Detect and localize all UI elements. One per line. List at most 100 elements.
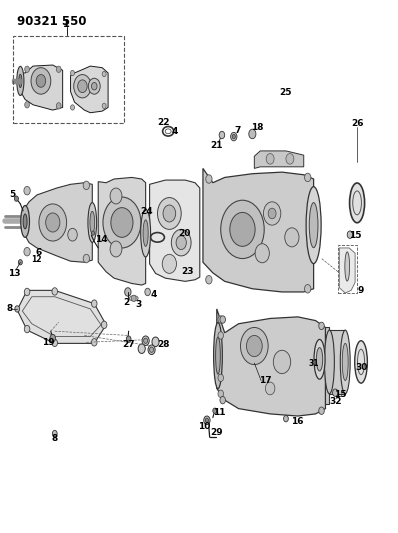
Circle shape xyxy=(92,83,97,90)
Circle shape xyxy=(158,198,181,229)
Circle shape xyxy=(88,78,100,94)
Circle shape xyxy=(150,347,154,352)
Text: 30: 30 xyxy=(356,363,368,372)
Ellipse shape xyxy=(345,252,349,281)
Circle shape xyxy=(148,345,155,354)
Circle shape xyxy=(144,338,148,343)
Circle shape xyxy=(39,204,66,241)
Circle shape xyxy=(240,327,268,365)
Circle shape xyxy=(78,80,87,93)
Circle shape xyxy=(218,332,224,339)
Circle shape xyxy=(304,173,311,182)
Text: 22: 22 xyxy=(157,118,170,127)
Polygon shape xyxy=(203,168,314,292)
Circle shape xyxy=(145,288,150,296)
Ellipse shape xyxy=(324,330,334,394)
Text: 14: 14 xyxy=(95,236,107,245)
Circle shape xyxy=(213,408,217,414)
Text: 10: 10 xyxy=(197,422,210,431)
Circle shape xyxy=(263,202,281,225)
Circle shape xyxy=(102,103,106,109)
Circle shape xyxy=(319,407,324,415)
Circle shape xyxy=(347,231,353,238)
Polygon shape xyxy=(326,327,330,405)
Circle shape xyxy=(57,103,61,109)
Circle shape xyxy=(266,154,274,164)
Circle shape xyxy=(14,196,18,201)
Text: 8: 8 xyxy=(6,304,12,313)
Text: 1: 1 xyxy=(63,19,70,29)
Circle shape xyxy=(50,334,56,342)
Circle shape xyxy=(249,129,256,139)
Circle shape xyxy=(101,321,107,328)
Ellipse shape xyxy=(314,340,325,379)
Ellipse shape xyxy=(88,203,97,243)
Text: 6: 6 xyxy=(36,248,42,257)
Text: 3: 3 xyxy=(135,300,142,309)
Circle shape xyxy=(24,247,30,256)
Text: 27: 27 xyxy=(122,340,135,349)
Text: 17: 17 xyxy=(259,376,271,385)
Text: 8: 8 xyxy=(52,434,58,443)
Text: 24: 24 xyxy=(140,207,153,216)
Text: 15: 15 xyxy=(349,231,361,240)
Circle shape xyxy=(125,288,131,296)
Circle shape xyxy=(162,254,176,273)
Circle shape xyxy=(68,228,77,241)
Text: 18: 18 xyxy=(251,123,264,132)
Ellipse shape xyxy=(349,183,365,223)
Circle shape xyxy=(163,205,176,222)
Circle shape xyxy=(152,337,159,346)
Text: 9: 9 xyxy=(358,286,364,295)
Text: 7: 7 xyxy=(234,126,241,135)
Circle shape xyxy=(131,295,136,302)
Circle shape xyxy=(46,213,60,232)
Text: 4: 4 xyxy=(150,289,157,298)
Circle shape xyxy=(221,200,264,259)
Polygon shape xyxy=(150,180,200,281)
Ellipse shape xyxy=(309,203,318,248)
Circle shape xyxy=(110,241,122,257)
Ellipse shape xyxy=(129,296,138,301)
Text: 90321 550: 90321 550 xyxy=(17,14,87,28)
Circle shape xyxy=(284,416,288,422)
Circle shape xyxy=(230,213,255,246)
Ellipse shape xyxy=(21,206,29,237)
Ellipse shape xyxy=(306,187,321,264)
Circle shape xyxy=(220,397,226,404)
Ellipse shape xyxy=(340,330,350,394)
Text: 5: 5 xyxy=(9,190,16,199)
Text: 20: 20 xyxy=(178,229,191,238)
Circle shape xyxy=(92,300,97,308)
Circle shape xyxy=(218,316,224,323)
Circle shape xyxy=(102,71,106,77)
Text: 4: 4 xyxy=(171,127,178,136)
Circle shape xyxy=(92,338,97,346)
Polygon shape xyxy=(98,177,146,285)
Circle shape xyxy=(18,260,22,265)
Circle shape xyxy=(304,285,311,293)
Polygon shape xyxy=(217,309,326,416)
Ellipse shape xyxy=(143,220,148,246)
Ellipse shape xyxy=(17,66,24,95)
Circle shape xyxy=(57,66,61,72)
Ellipse shape xyxy=(19,74,22,87)
Circle shape xyxy=(219,131,225,139)
Circle shape xyxy=(206,175,212,183)
Circle shape xyxy=(319,322,324,329)
Circle shape xyxy=(206,276,212,284)
Text: 21: 21 xyxy=(211,141,223,150)
Circle shape xyxy=(285,228,299,247)
Circle shape xyxy=(204,416,210,424)
Ellipse shape xyxy=(342,343,348,381)
Circle shape xyxy=(218,390,224,398)
Circle shape xyxy=(176,236,186,249)
Ellipse shape xyxy=(23,214,27,229)
Circle shape xyxy=(70,70,74,76)
Polygon shape xyxy=(19,65,62,110)
Circle shape xyxy=(15,306,20,312)
Ellipse shape xyxy=(90,212,95,233)
Circle shape xyxy=(286,154,294,164)
Circle shape xyxy=(138,344,145,353)
Ellipse shape xyxy=(216,337,220,374)
